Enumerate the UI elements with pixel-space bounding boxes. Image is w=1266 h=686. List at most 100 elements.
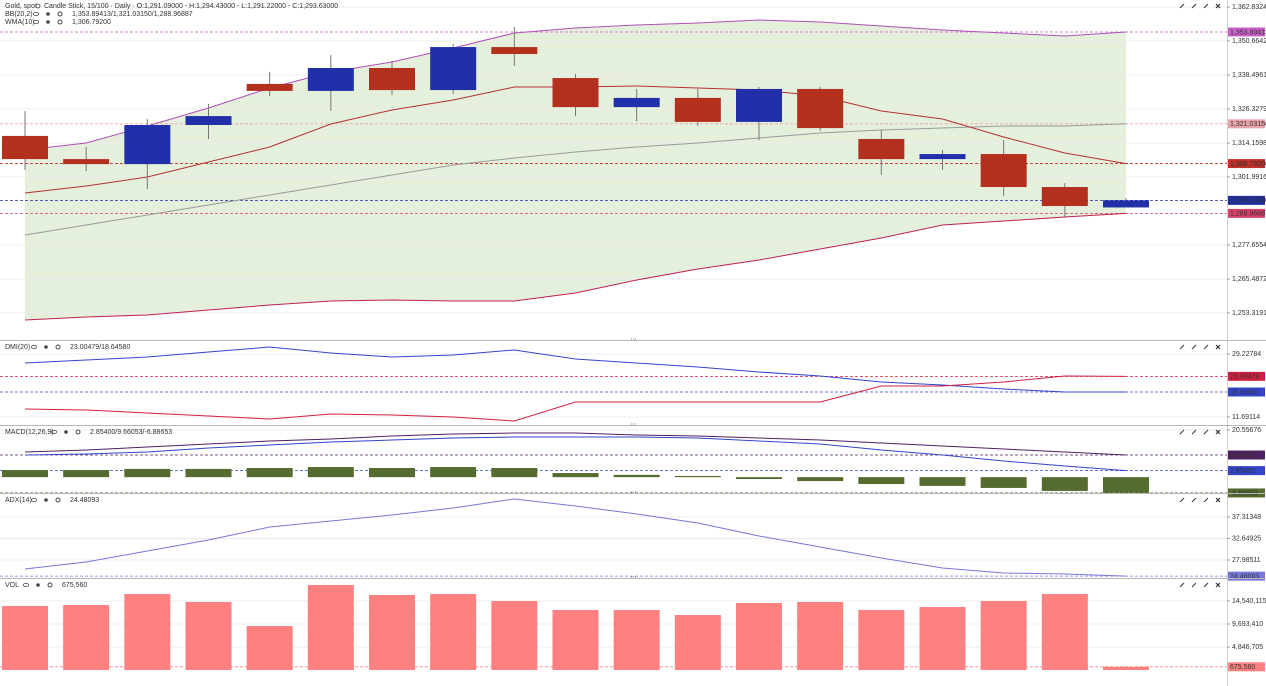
eye-icon[interactable] [33, 11, 40, 16]
candle-body [430, 47, 477, 91]
settings-icon[interactable] [75, 429, 81, 435]
volume-bar [858, 609, 905, 670]
histogram-bar [63, 470, 110, 478]
close-icon[interactable] [1215, 497, 1221, 503]
histogram-bar [674, 476, 721, 478]
settings-icon[interactable] [57, 11, 63, 17]
volume-bar [430, 594, 477, 670]
histogram-bar [430, 467, 477, 478]
remove-icon[interactable] [44, 498, 48, 502]
panel-control[interactable] [1179, 429, 1185, 435]
y-tick-label: 37.31348 [1232, 514, 1261, 521]
series-line [24, 346, 1127, 393]
y-tick-label: 20.55676 [1232, 427, 1261, 434]
eye-icon[interactable] [33, 19, 40, 24]
histogram-bar [980, 477, 1027, 488]
price-badge [1228, 450, 1265, 460]
eye-icon[interactable] [35, 3, 41, 9]
panel-control[interactable] [1191, 3, 1197, 9]
panel-title: VOL [5, 582, 19, 589]
candle-body [736, 88, 782, 122]
histogram-bar [2, 470, 48, 478]
close-icon[interactable] [1215, 344, 1221, 350]
histogram-bar [369, 467, 415, 478]
remove-icon[interactable] [64, 430, 68, 434]
histogram-bar [185, 468, 232, 478]
price-badge-label: 1,293.63000 [1230, 198, 1266, 205]
volume-bar [491, 601, 538, 670]
price-badge [1228, 371, 1265, 381]
histogram-bar [736, 477, 782, 479]
y-tick-label: 1,326.32799 [1232, 106, 1266, 113]
settings-icon[interactable] [57, 19, 63, 25]
panel-control[interactable] [1191, 344, 1197, 350]
panel-control[interactable] [1191, 429, 1197, 435]
price-badge-label: 675,560 [1230, 664, 1255, 671]
panel-control[interactable] [1203, 582, 1209, 588]
histogram-bar [858, 477, 905, 485]
y-tick-label: 1,338.49613 [1232, 72, 1266, 79]
indicator-label: BB(20,2) [5, 11, 33, 18]
close-icon[interactable] [1215, 429, 1221, 435]
close-icon[interactable] [1215, 582, 1221, 588]
price-badge-label: 9.66053 [1230, 452, 1255, 459]
price-badge-label: 1,306.79200 [1230, 161, 1266, 168]
panel-control[interactable] [1179, 497, 1185, 503]
y-tick-label: 14,540,115 [1232, 598, 1266, 605]
volume-bar [613, 609, 660, 670]
panel-title: MACD(12,26,9) [5, 429, 54, 436]
panel-control[interactable] [1191, 497, 1197, 503]
remove-icon[interactable] [44, 345, 48, 349]
candle-body [858, 138, 905, 160]
panel-control[interactable] [1203, 429, 1209, 435]
candle-body [2, 135, 48, 160]
candle-body [246, 83, 293, 91]
y-tick-label: 27.98511 [1232, 557, 1261, 564]
eye-icon[interactable] [30, 497, 37, 502]
remove-icon[interactable] [46, 12, 50, 16]
series-line [24, 436, 1127, 472]
indicator-value: 23.00479/18.64580 [70, 344, 130, 351]
y-tick-label: 1,362.83243 [1232, 4, 1266, 11]
panel-control[interactable] [1179, 344, 1185, 350]
panel-control[interactable] [1191, 582, 1197, 588]
price-badge [1228, 466, 1265, 476]
eye-icon[interactable] [51, 429, 58, 434]
panel-title: ADX(14) [5, 497, 32, 504]
eye-icon[interactable] [30, 344, 37, 349]
settings-icon[interactable] [47, 582, 53, 588]
volume-bar [1103, 666, 1149, 670]
candle-body [124, 125, 171, 165]
price-badge-label: 18.64580 [1230, 389, 1259, 396]
settings-icon[interactable] [55, 497, 61, 503]
remove-icon[interactable] [36, 583, 40, 587]
panel-control[interactable] [1203, 497, 1209, 503]
candle-body [1103, 200, 1149, 208]
volume-bar [307, 584, 354, 670]
indicator-value: 1,306.79200 [72, 19, 111, 26]
panel-control[interactable] [1179, 3, 1185, 9]
volume-bar [2, 606, 48, 670]
price-badge [1228, 159, 1265, 169]
candle-body [307, 68, 354, 91]
y-tick-label: 9,693,410 [1232, 621, 1263, 628]
y-tick-label: 1,265.48725 [1232, 276, 1266, 283]
candle-body [185, 116, 232, 126]
eye-icon[interactable] [22, 583, 29, 588]
panel-control[interactable] [1203, 3, 1209, 9]
price-badge-label: 2.85400 [1230, 468, 1255, 475]
volume-bar [797, 602, 844, 671]
close-icon[interactable] [1215, 3, 1221, 9]
volume-bar [674, 614, 721, 670]
remove-icon[interactable] [46, 20, 50, 24]
volume-bar [736, 603, 782, 670]
price-badge-label: 1,288.96887 [1230, 211, 1266, 218]
panel-subtitle: Candle Stick, 15/100 · Daily · O:1,291.0… [44, 3, 338, 10]
y-tick-label: 4,846,705 [1232, 644, 1263, 651]
histogram-bar [919, 477, 966, 486]
y-tick-label: 32.64925 [1232, 535, 1261, 542]
panel-control[interactable] [1203, 344, 1209, 350]
settings-icon[interactable] [55, 344, 61, 350]
panel-control[interactable] [1179, 582, 1185, 588]
